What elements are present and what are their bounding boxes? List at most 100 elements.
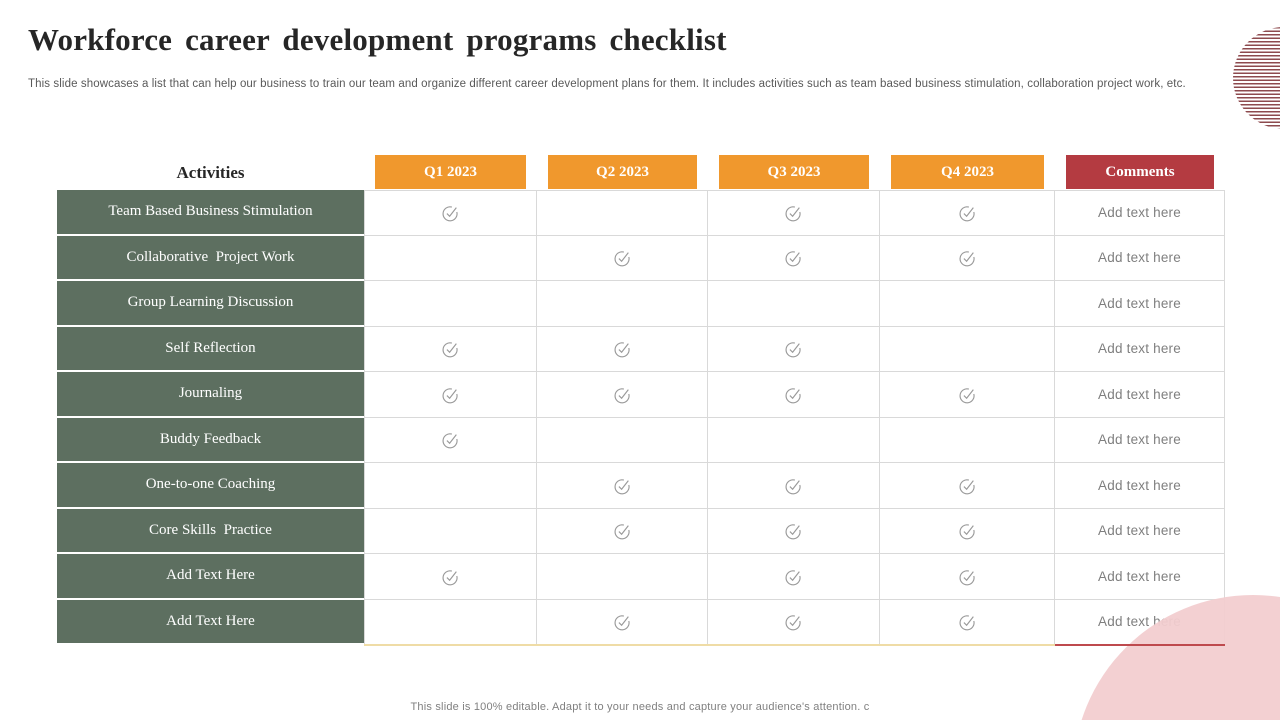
q2-cell[interactable] <box>537 281 708 327</box>
activity-label: Team Based Business Stimulation <box>57 190 364 236</box>
table-row: Journaling Add text here <box>57 372 1225 418</box>
q3-cell[interactable] <box>708 281 880 327</box>
q2-cell[interactable] <box>537 235 708 281</box>
comment-cell[interactable]: Add text here <box>1055 281 1225 327</box>
check-icon <box>959 524 975 540</box>
q1-cell[interactable] <box>364 190 537 236</box>
check-icon <box>785 251 801 267</box>
activity-label: One-to-one Coaching <box>57 463 364 509</box>
check-icon <box>785 206 801 222</box>
q2-cell[interactable] <box>537 190 708 236</box>
q3-cell[interactable] <box>708 235 880 281</box>
table-row: Core Skills Practice Add text here <box>57 508 1225 554</box>
check-icon <box>442 433 458 449</box>
comments-column-header: Comments <box>1066 155 1214 189</box>
q4-cell[interactable] <box>880 508 1055 554</box>
check-icon <box>785 479 801 495</box>
q1-cell[interactable] <box>364 326 537 372</box>
q2-cell[interactable] <box>537 463 708 509</box>
check-icon <box>959 570 975 586</box>
q4-cell[interactable] <box>880 326 1055 372</box>
q3-column-header: Q3 2023 <box>719 155 869 189</box>
table-row: Collaborative Project Work Add text here <box>57 235 1225 281</box>
comment-cell[interactable]: Add text here <box>1055 554 1225 600</box>
footer-note: This slide is 100% editable. Adapt it to… <box>410 701 870 713</box>
q3-cell[interactable] <box>708 599 880 645</box>
table-row: Team Based Business Stimulation Add text… <box>57 190 1225 236</box>
check-icon <box>785 570 801 586</box>
activity-label: Self Reflection <box>57 326 364 372</box>
check-icon <box>614 615 630 631</box>
q1-cell[interactable] <box>364 235 537 281</box>
q1-cell[interactable] <box>364 372 537 418</box>
q1-cell[interactable] <box>364 463 537 509</box>
check-icon <box>442 342 458 358</box>
table-body: Team Based Business Stimulation Add text… <box>57 190 1225 645</box>
q3-cell[interactable] <box>708 554 880 600</box>
q1-cell[interactable] <box>364 417 537 463</box>
q4-column-header: Q4 2023 <box>891 155 1044 189</box>
check-icon <box>614 388 630 404</box>
check-icon <box>959 206 975 222</box>
q3-cell[interactable] <box>708 372 880 418</box>
q2-cell[interactable] <box>537 326 708 372</box>
check-icon <box>442 206 458 222</box>
activity-label: Add Text Here <box>57 554 364 600</box>
comment-cell[interactable]: Add text here <box>1055 417 1225 463</box>
q2-cell[interactable] <box>537 508 708 554</box>
q4-cell[interactable] <box>880 235 1055 281</box>
check-icon <box>614 524 630 540</box>
check-icon <box>959 388 975 404</box>
table-header-row: Activities Q1 2023 Q2 2023 Q3 2023 Q4 20… <box>57 155 1225 190</box>
activities-column-header: Activities <box>176 162 245 182</box>
comment-cell[interactable]: Add text here <box>1055 190 1225 236</box>
q3-cell[interactable] <box>708 326 880 372</box>
q4-cell[interactable] <box>880 463 1055 509</box>
activity-label: Collaborative Project Work <box>57 235 364 281</box>
activity-label: Buddy Feedback <box>57 417 364 463</box>
q1-cell[interactable] <box>364 281 537 327</box>
q3-cell[interactable] <box>708 190 880 236</box>
comment-cell[interactable]: Add text here <box>1055 372 1225 418</box>
q2-cell[interactable] <box>537 372 708 418</box>
check-icon <box>785 524 801 540</box>
comment-cell[interactable]: Add text here <box>1055 235 1225 281</box>
q4-cell[interactable] <box>880 417 1055 463</box>
q4-cell[interactable] <box>880 281 1055 327</box>
table-bottom-red-line <box>1055 644 1225 646</box>
check-icon <box>785 342 801 358</box>
q4-cell[interactable] <box>880 372 1055 418</box>
comment-cell[interactable]: Add text here <box>1055 463 1225 509</box>
check-icon <box>442 570 458 586</box>
q1-cell[interactable] <box>364 554 537 600</box>
activity-label: Core Skills Practice <box>57 508 364 554</box>
q4-cell[interactable] <box>880 190 1055 236</box>
q2-cell[interactable] <box>537 599 708 645</box>
q3-cell[interactable] <box>708 508 880 554</box>
q1-cell[interactable] <box>364 599 537 645</box>
q3-cell[interactable] <box>708 417 880 463</box>
activity-label: Journaling <box>57 372 364 418</box>
q3-cell[interactable] <box>708 463 880 509</box>
q4-cell[interactable] <box>880 554 1055 600</box>
activity-label: Group Learning Discussion <box>57 281 364 327</box>
check-icon <box>614 342 630 358</box>
q2-cell[interactable] <box>537 417 708 463</box>
q2-cell[interactable] <box>537 554 708 600</box>
q4-cell[interactable] <box>880 599 1055 645</box>
table-bottom-gold-line <box>364 644 1055 646</box>
comment-cell[interactable]: Add text here <box>1055 326 1225 372</box>
table-row: Self Reflection Add text here <box>57 326 1225 372</box>
check-icon <box>442 388 458 404</box>
table-row: Group Learning Discussion Add text here <box>57 281 1225 327</box>
q1-cell[interactable] <box>364 508 537 554</box>
striped-circle-decoration <box>1233 27 1280 129</box>
check-icon <box>785 388 801 404</box>
table-row: Buddy Feedback Add text here <box>57 417 1225 463</box>
activity-label: Add Text Here <box>57 599 364 645</box>
comment-cell[interactable]: Add text here <box>1055 508 1225 554</box>
check-icon <box>614 479 630 495</box>
q1-column-header: Q1 2023 <box>375 155 526 189</box>
page-title: Workforce career development programs ch… <box>28 22 727 57</box>
checklist-table: Activities Q1 2023 Q2 2023 Q3 2023 Q4 20… <box>57 155 1225 645</box>
